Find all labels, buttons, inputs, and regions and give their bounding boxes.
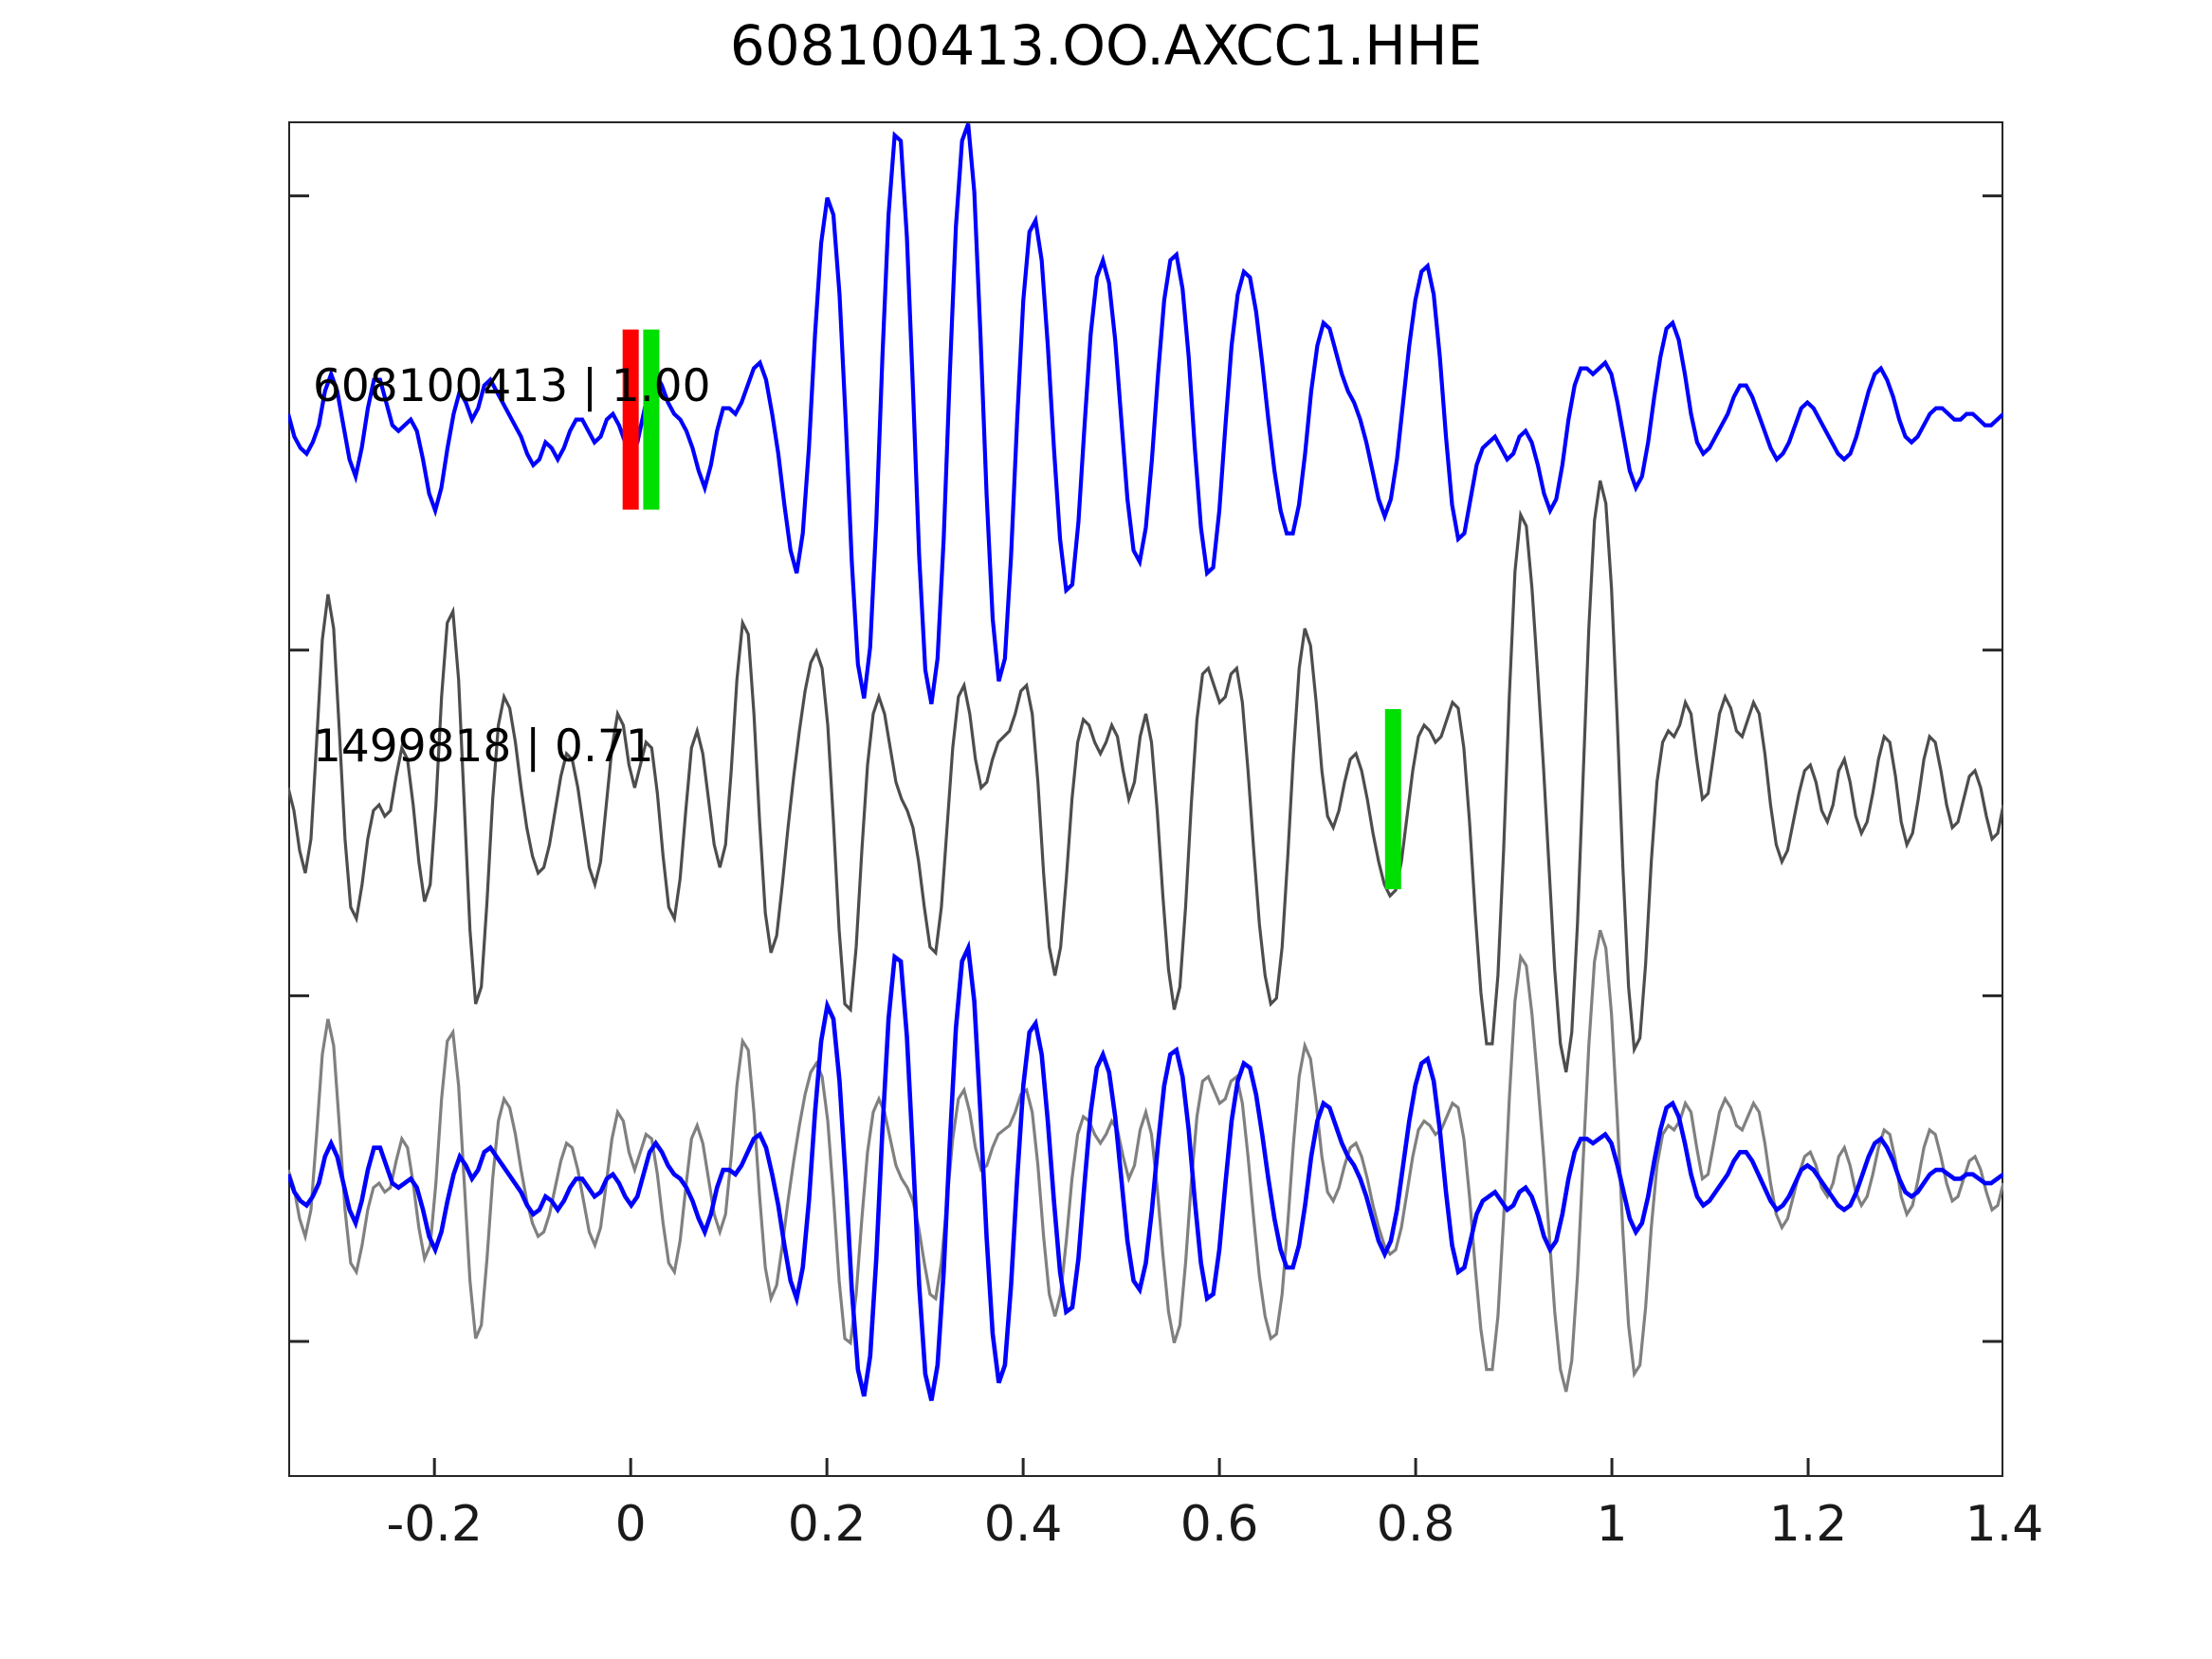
panel-template xyxy=(288,122,2003,704)
x-tick-label: 0.4 xyxy=(983,1496,1063,1553)
template-line xyxy=(288,122,2003,704)
p-pick-marker xyxy=(622,329,639,510)
y-axis-ticks xyxy=(288,194,2003,1343)
axes-frame xyxy=(288,121,2003,1477)
x-tick-label: 1 xyxy=(1596,1496,1628,1553)
waveform-plot xyxy=(288,121,2003,1477)
overlay-blue-line xyxy=(288,939,2003,1401)
detection-pick-marker xyxy=(1384,709,1401,889)
detection-line xyxy=(288,480,2003,1073)
panel-overlay xyxy=(288,929,2003,1401)
x-tick-label: 0.2 xyxy=(787,1496,867,1553)
panel-detection xyxy=(288,480,2003,1073)
detection-trace-label: 1499818 | 0.71 xyxy=(313,720,654,773)
page-title: 608100413.OO.AXCC1.HHE xyxy=(729,13,1483,78)
overlay-gray-line xyxy=(288,929,2003,1393)
x-axis-ticks xyxy=(432,1458,2003,1477)
x-tick-label: 0.6 xyxy=(1179,1496,1259,1553)
x-tick-label: -0.2 xyxy=(386,1496,483,1553)
s-pick-marker xyxy=(643,329,660,510)
x-tick-label: 0 xyxy=(614,1496,647,1553)
x-tick-label: 1.2 xyxy=(1768,1496,1848,1553)
x-tick-label: 1.4 xyxy=(1965,1496,2044,1553)
plot-area xyxy=(288,121,2003,1477)
template-trace-label: 608100413 | 1.00 xyxy=(313,360,711,412)
x-tick-label: 0.8 xyxy=(1376,1496,1455,1553)
